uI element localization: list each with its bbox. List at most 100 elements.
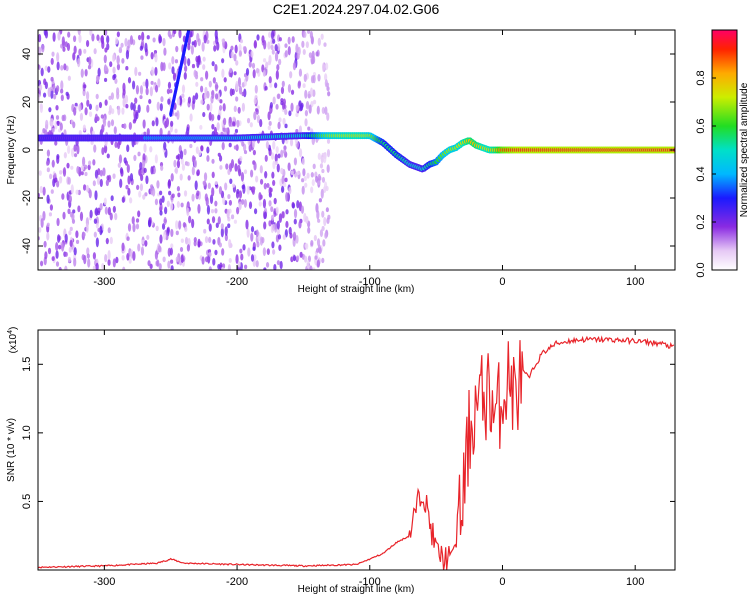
spectrogram-noise-cell — [281, 80, 285, 88]
spectrogram-noise-cell — [151, 187, 156, 197]
spectrogram-noise-cell — [104, 99, 108, 106]
spectrogram-noise-cell — [55, 115, 60, 120]
spectrogram-noise-cell — [259, 119, 263, 128]
spectrogram-noise-cell — [287, 162, 291, 172]
spectrogram-noise-cell — [263, 211, 267, 219]
spectrogram-noise-cell — [70, 165, 74, 170]
y-tick-label: 20 — [21, 96, 33, 108]
spectrogram-noise-cell — [244, 264, 248, 270]
spectrogram-noise-cell — [159, 127, 163, 137]
spectrogram-noise-cell — [208, 266, 212, 270]
spectrogram-noise-cell — [310, 172, 314, 178]
spectrogram-noise-cell — [178, 30, 182, 39]
spectrogram-noise-cell — [172, 73, 177, 82]
spectrogram-noise-cell — [110, 119, 115, 127]
spectrogram-noise-cell — [46, 231, 50, 241]
spectrogram-noise-cell — [269, 83, 273, 88]
spectrogram-noise-cell — [52, 32, 56, 42]
spectrogram-noise-cell — [253, 39, 257, 49]
spectrogram-noise-cell — [139, 45, 143, 51]
spectrogram-noise-cell — [170, 259, 174, 264]
spectrogram-noise-cell — [39, 84, 43, 91]
spectrogram-noise-cell — [324, 79, 328, 88]
spectrogram-noise-cell — [38, 93, 41, 102]
spectrogram-noise-cell — [186, 244, 191, 252]
spectrogram-noise-cell — [275, 146, 279, 154]
spectrogram-noise-cell — [134, 97, 138, 104]
spectrogram-noise-cell — [75, 230, 79, 239]
spectrogram-noise-cell — [241, 199, 245, 205]
spectrogram-noise-cell — [101, 263, 105, 270]
spectrogram-noise-cell — [271, 49, 275, 55]
spectrogram-noise-cell — [186, 161, 190, 167]
spectrogram-noise-cell — [278, 117, 282, 123]
spectrogram-noise-cell — [159, 210, 163, 216]
spectrogram-noise-cell — [127, 175, 131, 185]
spectrogram-noise-cell — [207, 182, 211, 190]
spectrogram-noise-cell — [145, 175, 149, 185]
spectrogram-noise-cell — [281, 175, 285, 185]
y-tick-label: 0 — [21, 147, 33, 153]
spectrogram-noise-cell — [84, 171, 88, 177]
spectrogram-noise-cell — [137, 104, 141, 114]
spectrogram-noise-cell — [76, 165, 80, 174]
spectrogram-noise-cell — [295, 112, 299, 118]
spectrogram-noise-cell — [62, 40, 66, 49]
spectrogram-noise-cell — [123, 157, 127, 164]
spectrogram-noise-cell — [139, 95, 143, 100]
spectrogram-noise-cell — [274, 82, 278, 89]
spectrogram-noise-cell — [220, 227, 224, 238]
spectrogram-noise-cell — [158, 263, 162, 270]
spectrogram-noise-cell — [290, 102, 294, 112]
spectrogram-noise-cell — [174, 128, 178, 134]
spectrogram-noise-cell — [83, 84, 87, 89]
spectrogram-noise-cell — [317, 74, 321, 82]
spectrogram-noise-cell — [47, 66, 51, 73]
spectrogram-noise-cell — [184, 236, 189, 245]
spectrogram-noise-cell — [191, 155, 196, 163]
spectrogram-noise-cell — [238, 201, 242, 211]
spectrogram-noise-cell — [159, 190, 163, 196]
spectrogram-noise-cell — [293, 218, 297, 225]
spectrogram-noise-cell — [115, 256, 119, 264]
spectrogram-noise-cell — [145, 87, 149, 96]
spectrogram-noise-cell — [103, 54, 107, 64]
spectrogram-noise-cell — [273, 197, 277, 205]
spectrogram-noise-cell — [323, 216, 327, 227]
spectrogram-noise-cell — [202, 64, 206, 70]
spectrogram-noise-cell — [278, 37, 282, 42]
spectrogram-noise-cell — [229, 88, 233, 97]
spectrogram-noise-cell — [238, 85, 243, 95]
y-tick-label: 40 — [21, 48, 33, 60]
spectrogram-noise-cell — [236, 206, 240, 215]
spectrogram-noise-cell — [278, 213, 283, 223]
spectrogram-noise-cell — [239, 248, 243, 254]
spectrogram-noise-cell — [232, 121, 236, 127]
y-tick-label: 0.5 — [21, 494, 33, 509]
spectrogram-noise-cell — [233, 105, 237, 113]
spectrogram-noise-cell — [58, 266, 62, 270]
spectrogram-noise-cell — [79, 112, 84, 121]
spectrogram-noise-cell — [195, 81, 199, 87]
spectrogram-noise-cell — [319, 163, 324, 169]
spectrogram-noise-cell — [322, 239, 326, 247]
spectrogram-noise-cell — [221, 68, 225, 78]
spectrogram-noise-cell — [316, 238, 321, 247]
spectrogram-noise-cell — [278, 58, 282, 66]
spectrogram-noise-cell — [298, 68, 303, 77]
spectrogram-noise-cell — [310, 240, 314, 247]
spectrogram-noise-cell — [281, 211, 285, 219]
spectrogram-noise-cell — [200, 99, 204, 105]
spectrogram-noise-cell — [169, 88, 173, 94]
spectrogram-noise-cell — [174, 59, 179, 64]
spectrogram-noise-cell — [73, 153, 78, 158]
spectrogram-noise-cell — [298, 220, 302, 229]
spectrogram-noise-cell — [83, 48, 87, 54]
spectrogram-noise-cell — [146, 234, 150, 240]
spectrogram-noise-cell — [72, 209, 76, 214]
spectrogram-noise-cell — [276, 64, 280, 71]
spectrogram-noise-cell — [176, 110, 180, 120]
spectrogram-noise-cell — [80, 171, 84, 176]
colorbar-ticks: 0.0 0.2 0.4 0.6 0.8 — [695, 70, 716, 278]
